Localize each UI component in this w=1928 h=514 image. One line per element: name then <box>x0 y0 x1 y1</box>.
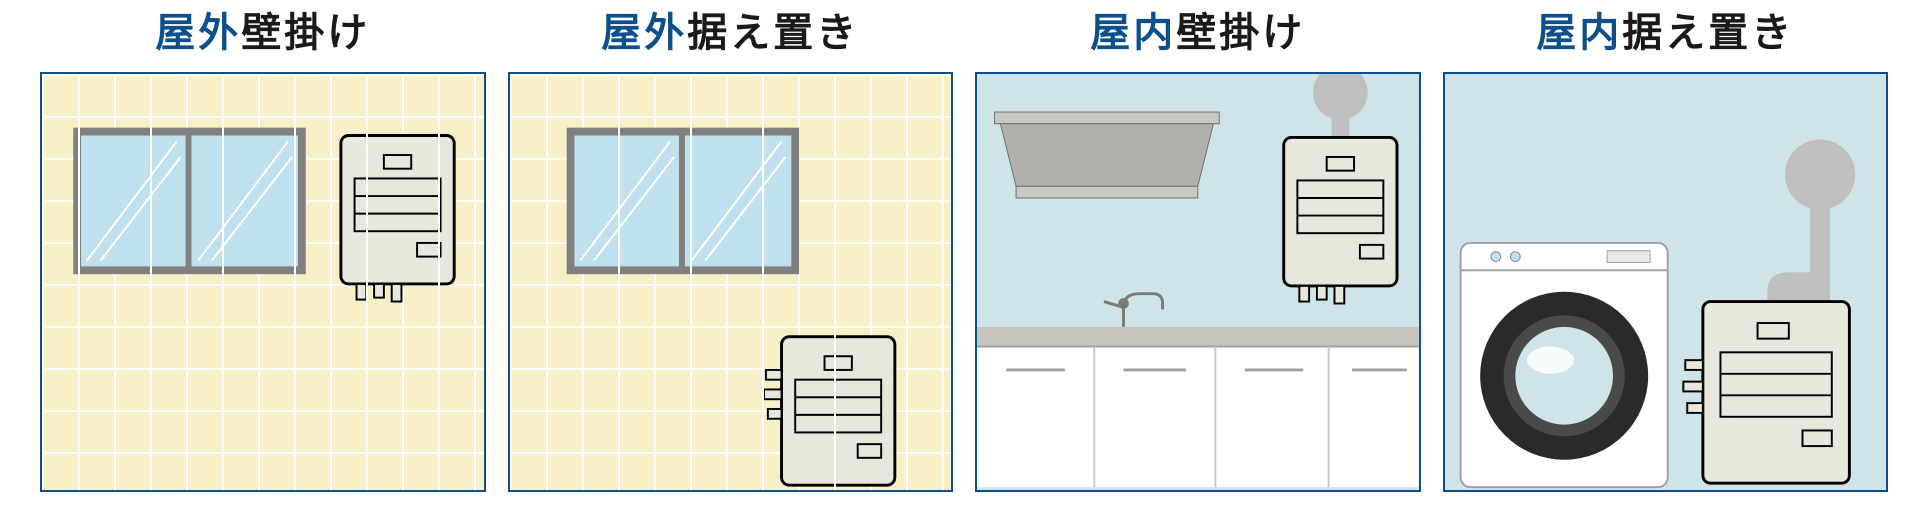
title-location: 屋外 <box>601 11 687 55</box>
water-heater-icon <box>1683 302 1849 484</box>
title-location: 屋内 <box>1536 11 1622 55</box>
water-heater-icon <box>1284 137 1397 303</box>
card-title: 屋外据え置き <box>601 0 859 58</box>
title-location: 屋外 <box>155 11 241 55</box>
title-type: 据え置き <box>687 11 859 55</box>
water-heater-icon <box>341 135 454 301</box>
exhaust-pipe-icon <box>1767 139 1855 301</box>
title-type: 壁掛け <box>1176 11 1305 55</box>
water-heater-icon <box>763 337 894 485</box>
title-location: 屋内 <box>1090 11 1176 55</box>
kitchen-counter-icon <box>977 327 1419 487</box>
window-icon <box>73 128 305 275</box>
washing-machine-icon <box>1460 243 1667 487</box>
title-type: 据え置き <box>1622 11 1794 55</box>
scene-outdoor-floor <box>510 74 952 490</box>
title-type: 壁掛け <box>241 11 370 55</box>
scene-indoor-wall <box>977 74 1419 490</box>
panel-outdoor-floor <box>508 72 954 492</box>
faucet-icon <box>1104 294 1163 327</box>
window-icon <box>566 128 798 275</box>
card-indoor-floor: 屋内据え置き <box>1443 0 1889 492</box>
card-indoor-wall: 屋内壁掛け <box>975 0 1421 492</box>
card-title: 屋内据え置き <box>1536 0 1794 58</box>
exhaust-pipe-icon <box>1313 74 1368 143</box>
card-title: 屋外壁掛け <box>155 0 370 58</box>
range-hood-icon <box>995 112 1220 198</box>
card-title: 屋内壁掛け <box>1090 0 1305 58</box>
card-outdoor-wall: 屋外壁掛け <box>40 0 486 492</box>
panel-outdoor-wall <box>40 72 486 492</box>
panel-indoor-floor <box>1443 72 1889 492</box>
card-outdoor-floor: 屋外据え置き <box>508 0 954 492</box>
scene-indoor-floor <box>1445 74 1887 490</box>
panel-indoor-wall <box>975 72 1421 492</box>
scene-outdoor-wall <box>42 74 484 490</box>
card-row: 屋外壁掛け <box>0 0 1928 492</box>
